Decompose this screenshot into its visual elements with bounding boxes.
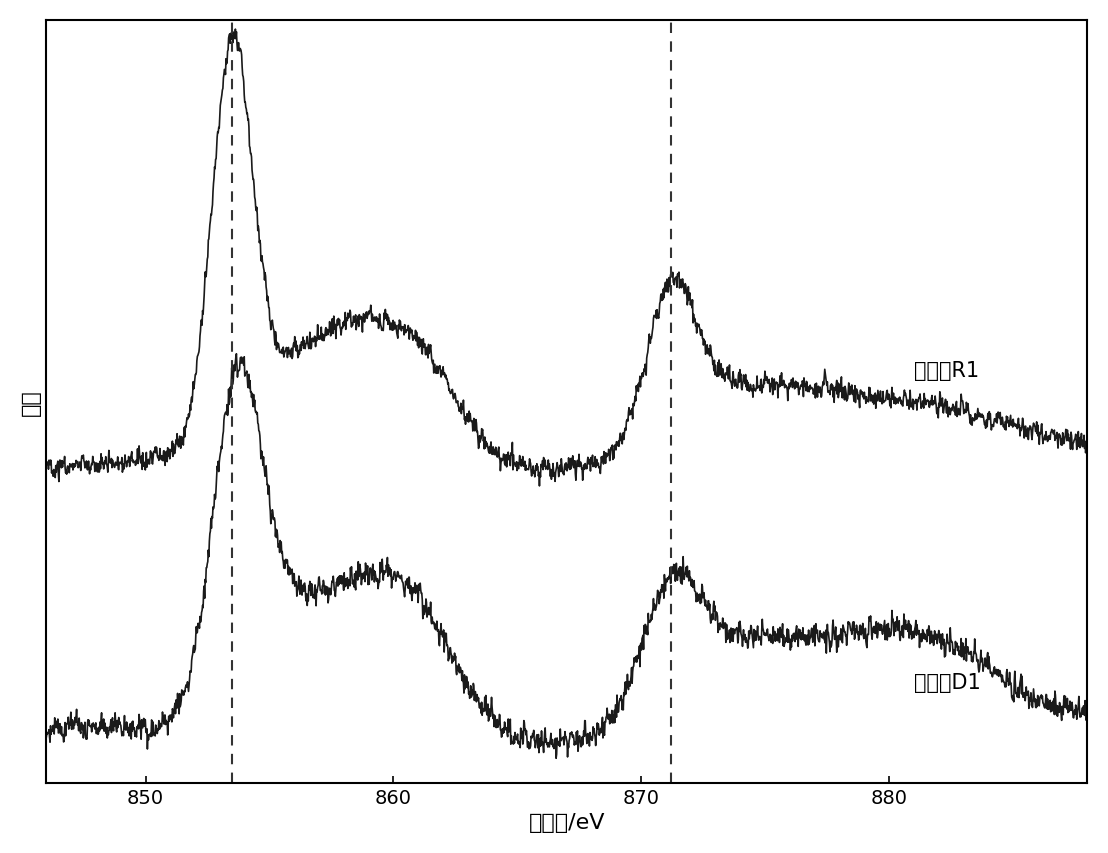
Text: 催化剂D1: 催化剂D1: [914, 672, 981, 692]
Y-axis label: 强度: 强度: [21, 388, 41, 415]
X-axis label: 结合能/eV: 结合能/eV: [529, 812, 605, 833]
Text: 催化剂R1: 催化剂R1: [914, 361, 978, 380]
